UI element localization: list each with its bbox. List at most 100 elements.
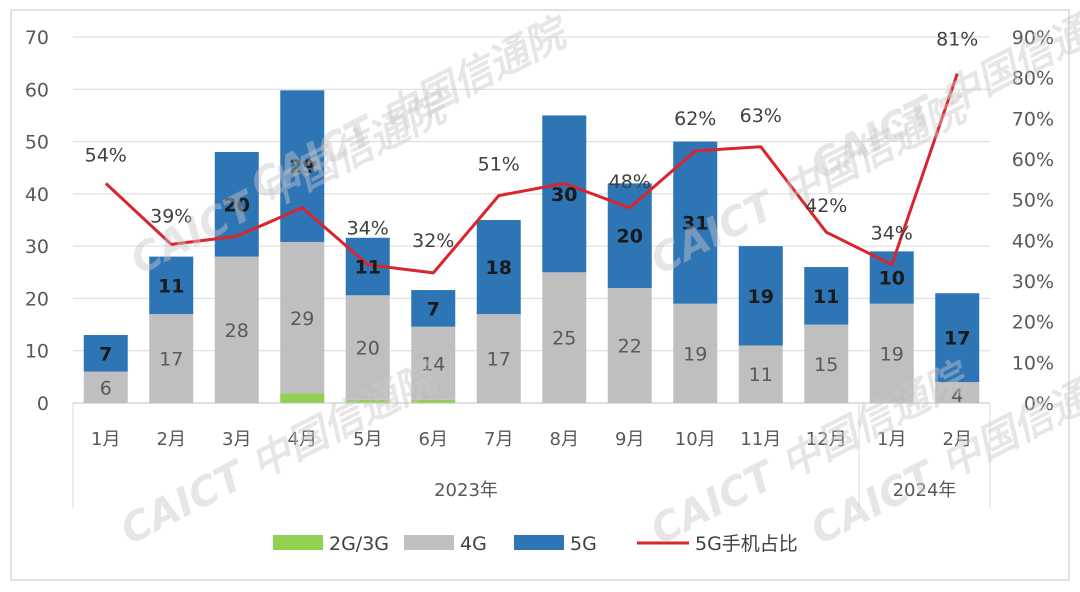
bar-4g (214, 256, 259, 403)
share-line-path (104, 73, 959, 275)
label-5g: 11 (813, 286, 839, 308)
bar-4g (804, 324, 849, 403)
label-4g: 28 (225, 320, 249, 342)
label-5g: 11 (355, 257, 381, 279)
month-label: 2月 (157, 429, 186, 450)
label-4g: 15 (814, 354, 838, 376)
month-label: 6月 (419, 429, 448, 450)
label-5g: 18 (486, 257, 512, 279)
bar-4g (869, 303, 914, 403)
y-right-tick-label: 20% (1012, 312, 1054, 334)
legend-label: 5G (570, 533, 597, 555)
legend-swatch (514, 535, 564, 550)
month-label: 9月 (615, 429, 644, 450)
month-label: 7月 (484, 429, 513, 450)
month-label: 8月 (550, 429, 579, 450)
label-5g: 7 (427, 298, 440, 320)
label-5g: 17 (944, 328, 970, 350)
share-label: 81% (936, 29, 978, 51)
y-left-tick-label: 60 (25, 79, 49, 101)
month-label: 1月 (91, 429, 120, 450)
label-4g: 6 (100, 377, 112, 399)
bar-5g (83, 335, 128, 372)
bar-5g (935, 293, 980, 383)
month-label: 3月 (222, 429, 251, 450)
bar-4g (673, 303, 718, 403)
y-right-tick-label: 30% (1012, 271, 1054, 293)
y-right-tick-label: 60% (1012, 149, 1054, 171)
y-left-tick-label: 10 (25, 341, 49, 363)
bars (83, 90, 980, 403)
y-right-tick-label: 50% (1012, 190, 1054, 212)
share-label: 54% (85, 144, 127, 166)
y-right-tick-label: 40% (1012, 230, 1054, 252)
y-left-tick-label: 70 (25, 27, 49, 49)
bar-4g (280, 241, 325, 394)
label-5g: 31 (682, 213, 708, 235)
bar-4g (935, 382, 980, 403)
label-5g: 11 (158, 275, 184, 297)
bar-5g (738, 246, 783, 346)
share-label: 63% (740, 105, 782, 127)
legend: 2G/3G 4G 5G 5G手机占比 (273, 533, 798, 555)
label-5g: 7 (99, 343, 112, 365)
label-4g: 20 (356, 338, 380, 360)
bar-4g (149, 314, 194, 403)
share-label: 48% (609, 171, 651, 193)
share-label: 39% (150, 205, 192, 227)
y-right-tick-label: 70% (1012, 108, 1054, 130)
share-label: 51% (478, 154, 520, 176)
share-line (104, 73, 959, 275)
y-left-tick-label: 0 (37, 393, 49, 415)
legend-label: 5G手机占比 (695, 533, 798, 555)
share-label: 34% (347, 218, 389, 240)
share-label: 32% (412, 230, 454, 252)
bar-2g-3g (280, 393, 325, 403)
y-left-tick-label: 50 (25, 132, 49, 154)
month-label: 2月 (943, 429, 972, 450)
y-left-tick-label: 40 (25, 184, 49, 206)
bar-5g (542, 115, 587, 273)
label-4g: 11 (749, 364, 773, 386)
share-label: 62% (674, 108, 716, 130)
legend-label: 2G/3G (329, 533, 389, 555)
label-5g: 19 (748, 286, 774, 308)
bar-4g (83, 371, 128, 403)
bar-2g-3g (345, 399, 390, 403)
label-5g: 20 (224, 194, 250, 216)
bar-5g (149, 256, 194, 315)
bar-4g (542, 272, 587, 403)
label-4g: 25 (552, 328, 576, 350)
y-right-tick-label: 0% (1024, 393, 1054, 415)
label-4g: 4 (951, 385, 963, 407)
bar-4g (476, 314, 521, 403)
data-labels: 6 7 17 11 28 20 29 29 20 11 14 7 17 18 25 30 22 20 19 31 11 1… (85, 29, 979, 407)
month-label: 1月 (877, 429, 906, 450)
label-5g: 10 (879, 268, 905, 290)
label-4g: 29 (290, 308, 314, 330)
month-label: 5月 (353, 429, 382, 450)
label-4g: 19 (683, 343, 707, 365)
bar-5g (869, 251, 914, 304)
bar-2g-3g (411, 399, 456, 403)
legend-swatch (273, 535, 323, 550)
bar-4g (607, 287, 652, 403)
label-4g: 19 (880, 343, 904, 365)
y-right-tick-label: 80% (1012, 68, 1054, 90)
bar-5g (673, 141, 718, 304)
legend-swatch (404, 535, 454, 550)
bar-5g (476, 220, 521, 315)
year-group-label: 2023年 (434, 480, 498, 501)
bar-4g (345, 295, 390, 400)
bar-4g (738, 345, 783, 403)
month-label: 12月 (806, 429, 847, 450)
label-4g: 22 (618, 335, 642, 357)
label-5g: 29 (289, 156, 315, 178)
label-4g: 14 (421, 353, 445, 375)
bar-5g (411, 290, 456, 327)
y-left-tick-label: 30 (25, 236, 49, 258)
label-4g: 17 (487, 349, 511, 371)
bar-5g (804, 267, 849, 325)
